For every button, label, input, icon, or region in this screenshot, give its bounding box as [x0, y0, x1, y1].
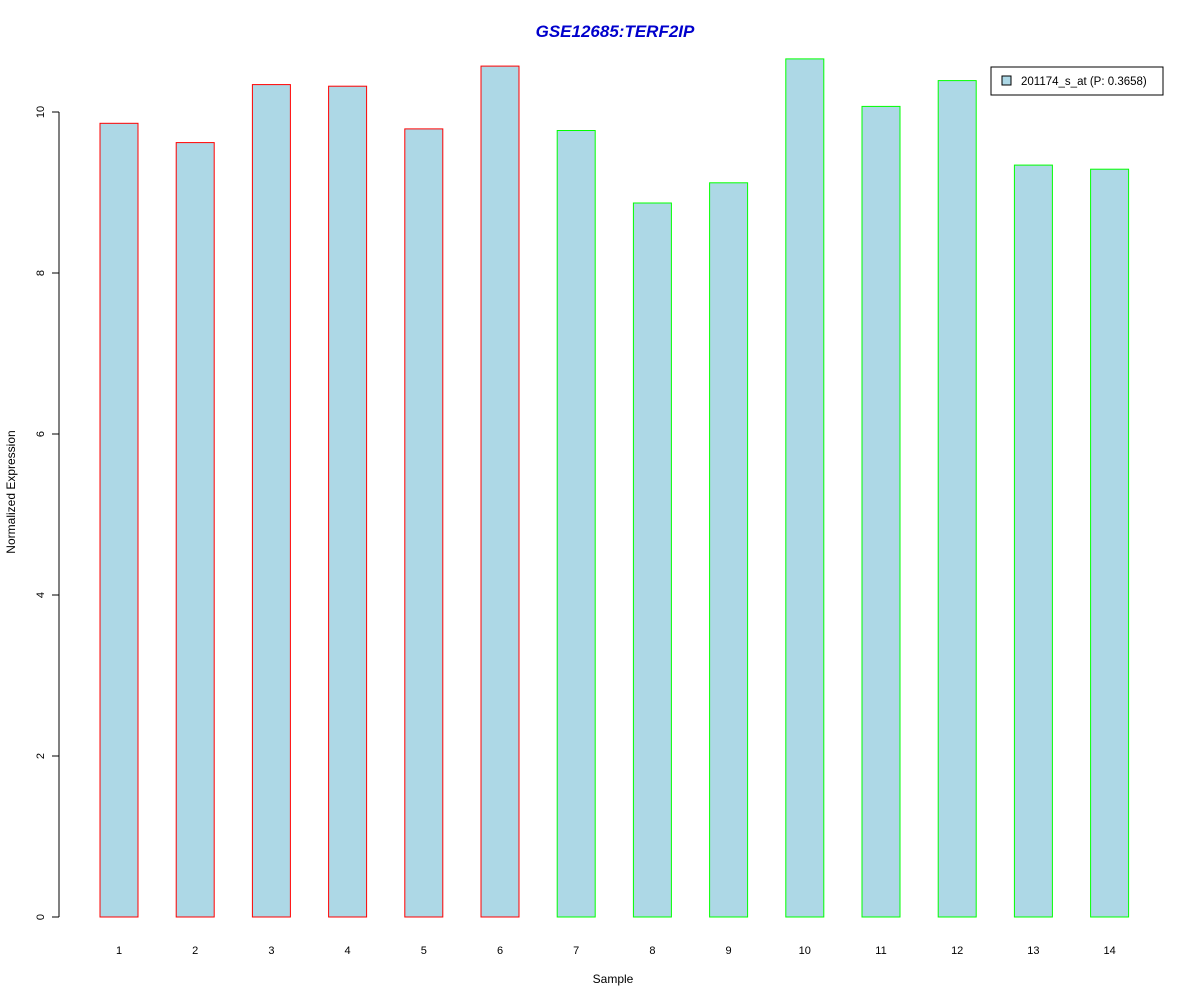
x-tick-label: 8 — [649, 945, 655, 957]
bar-sample-2 — [175, 142, 215, 918]
x-tick-label: 1 — [116, 945, 122, 957]
x-tick-label: 11 — [875, 945, 886, 957]
x-tick-label: 14 — [1103, 945, 1115, 957]
bar-sample-14 — [1090, 168, 1130, 918]
x-tick-label: 5 — [421, 945, 427, 957]
x-tick-label: 13 — [1027, 945, 1039, 957]
x-tick-label: 3 — [268, 945, 274, 957]
y-tick-label: 10 — [35, 106, 47, 118]
bar-sample-3 — [251, 84, 291, 918]
bar-sample-4 — [328, 85, 368, 918]
bar-sample-12 — [937, 80, 977, 918]
bar-sample-6 — [480, 65, 520, 918]
x-tick-label: 9 — [726, 945, 732, 957]
y-tick-label: 4 — [35, 592, 47, 598]
y-tick-label: 6 — [35, 431, 47, 437]
legend-box — [990, 66, 1164, 96]
x-tick-label: 7 — [573, 945, 579, 957]
bar-sample-1 — [99, 122, 139, 918]
chart-title: GSE12685:TERF2IP — [536, 22, 695, 41]
bar-sample-7 — [556, 130, 596, 918]
x-tick-label: 10 — [799, 945, 811, 957]
legend-swatch — [1001, 75, 1012, 86]
y-tick-label: 8 — [35, 270, 47, 276]
y-tick-label: 0 — [35, 914, 47, 920]
x-tick-label: 12 — [951, 945, 963, 957]
bar-sample-10 — [785, 58, 825, 918]
y-axis-label: Normalized Expression — [4, 430, 18, 553]
legend-label: 201174_s_at (P: 0.3658) — [1021, 76, 1147, 88]
x-axis-tick-labels: 1 2 3 4 5 6 7 8 9 10 11 12 13 14 — [116, 945, 1116, 957]
bar-sample-9 — [709, 182, 749, 918]
y-tick-label: 2 — [35, 753, 47, 759]
bar-sample-13 — [1013, 164, 1053, 918]
y-axis: 0 2 4 6 8 10 — [35, 106, 60, 920]
x-tick-label: 6 — [497, 945, 503, 957]
x-axis-label: Sample — [593, 972, 634, 986]
bar-sample-11 — [861, 105, 901, 918]
x-tick-label: 2 — [192, 945, 198, 957]
bar-sample-8 — [632, 202, 672, 918]
bar-sample-5 — [404, 128, 444, 918]
legend: 201174_s_at (P: 0.3658) — [990, 66, 1164, 96]
x-tick-label: 4 — [345, 945, 351, 957]
bars-group — [99, 58, 1130, 918]
